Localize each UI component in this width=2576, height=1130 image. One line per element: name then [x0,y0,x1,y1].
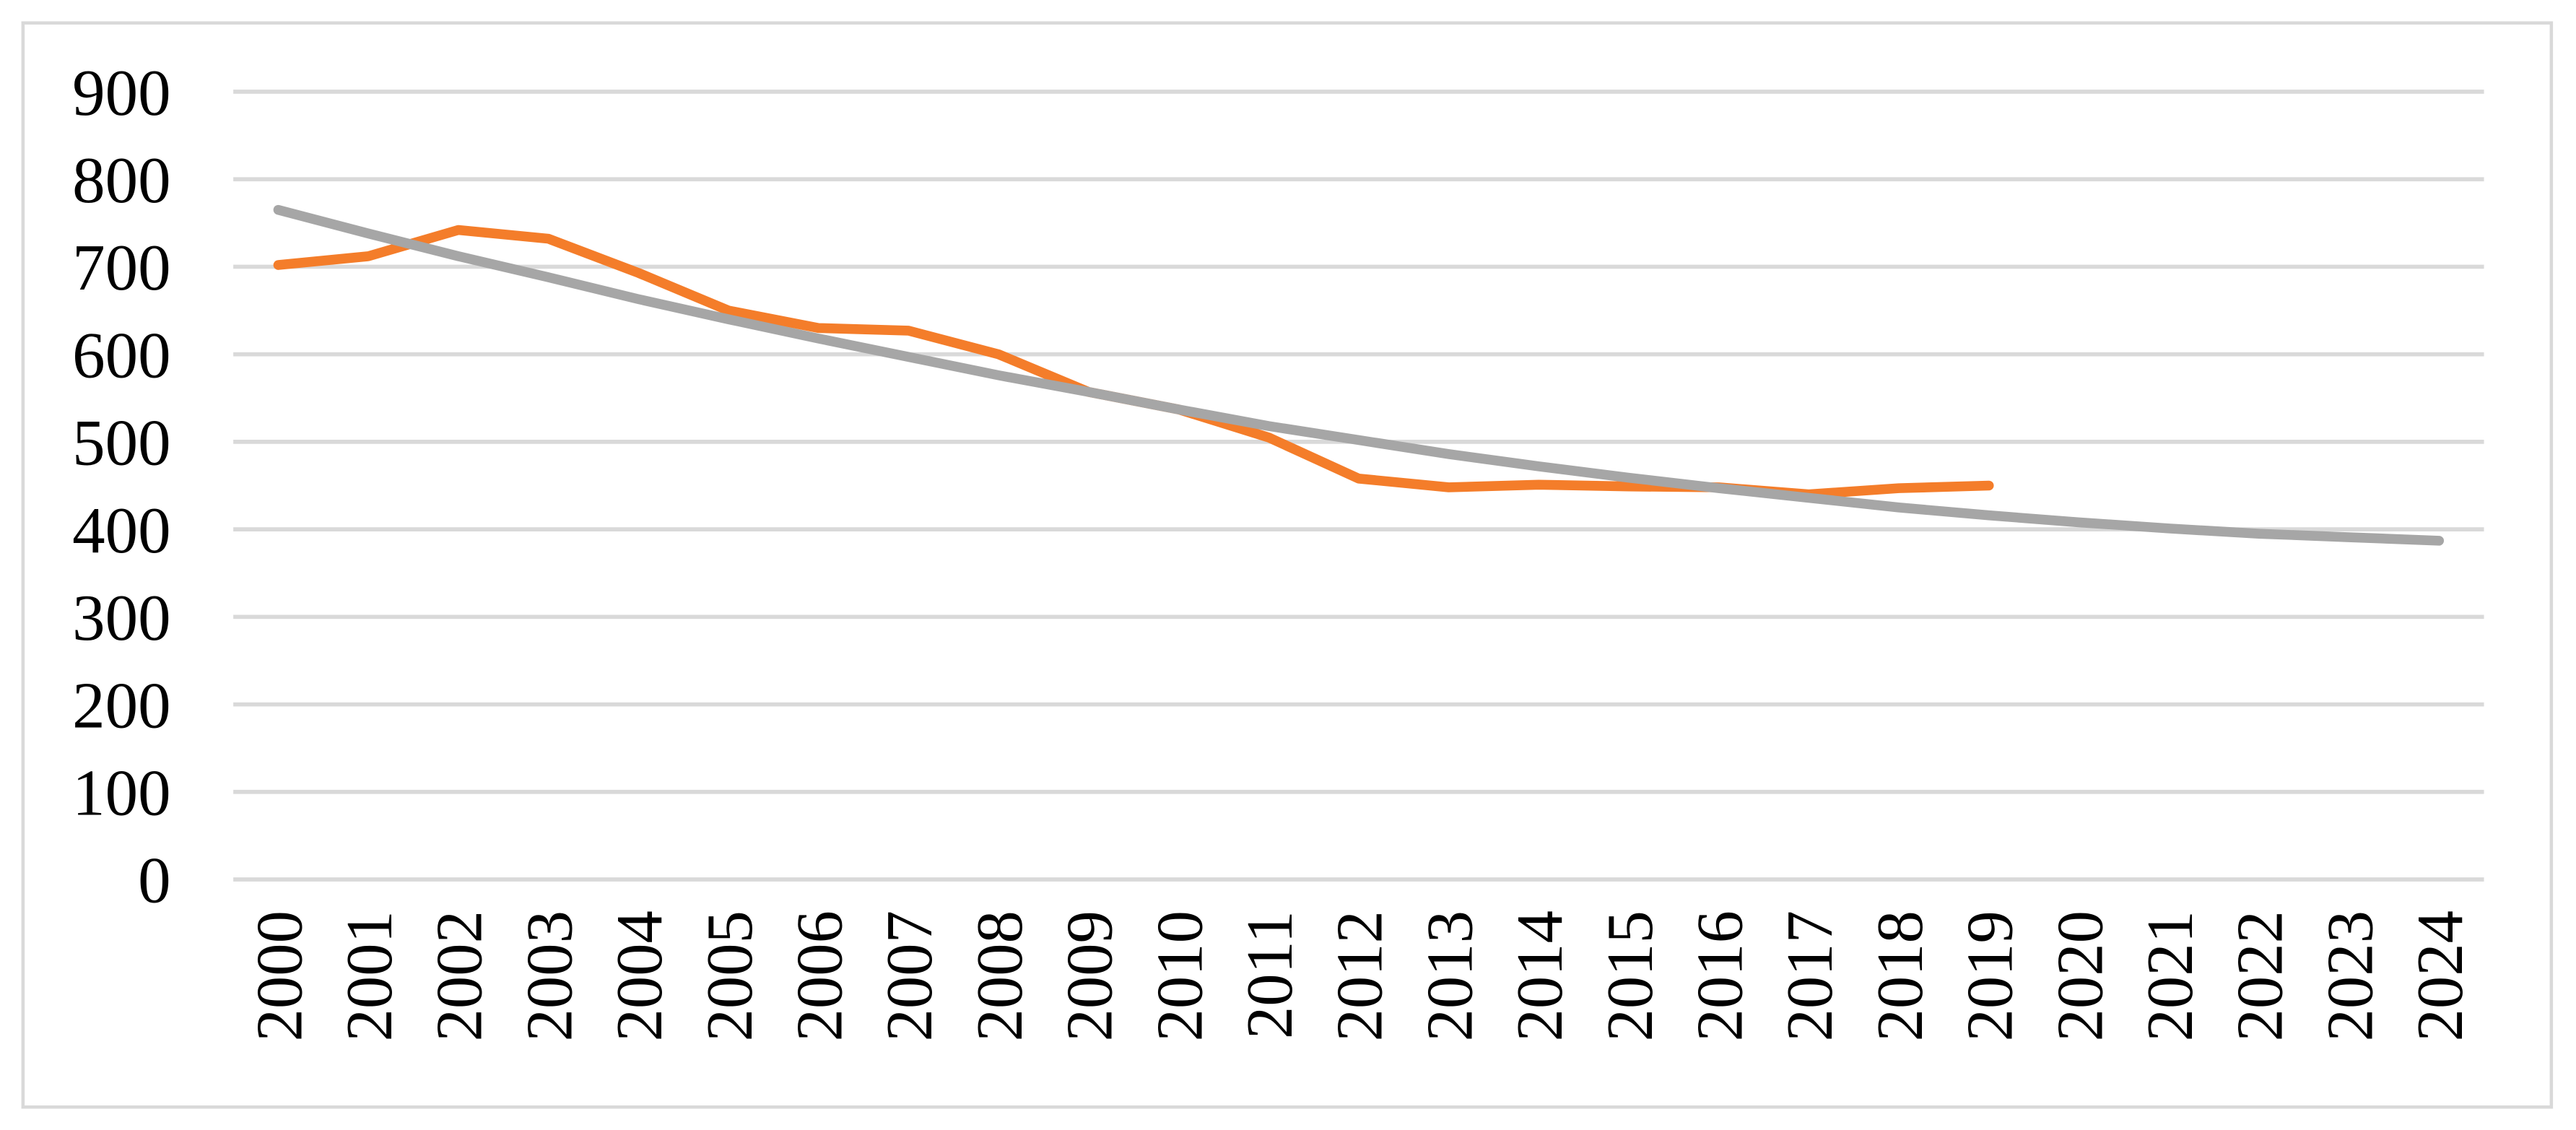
y-tick-label: 100 [72,757,171,830]
y-tick-label: 800 [72,144,171,217]
x-tick-label: 2004 [603,910,676,1041]
x-tick-label: 2011 [1233,910,1306,1039]
x-tick-label: 2012 [1323,910,1396,1041]
x-tick-label: 2018 [1863,910,1936,1041]
x-tick-label: 2002 [423,910,496,1041]
x-tick-label: 2010 [1143,910,1216,1041]
line-series [273,204,2445,546]
y-tick-label: 900 [72,56,171,129]
x-tick-label: 2003 [513,910,586,1041]
x-tick-label: 2007 [873,910,946,1041]
x-tick-label: 2005 [693,910,766,1041]
y-tick-label: 300 [72,581,171,654]
x-tick-label: 2020 [2043,910,2116,1041]
y-tick-label: 200 [72,669,171,742]
x-tick-label: 2022 [2224,910,2297,1041]
x-tick-label: 2019 [1953,910,2026,1041]
x-tick-label: 2016 [1683,910,1756,1041]
x-tick-label: 2024 [2403,910,2476,1041]
x-tick-label: 2001 [333,910,406,1041]
x-tick-label: 2015 [1593,910,1666,1041]
x-tick-label: 2006 [783,910,856,1041]
y-tick-label: 500 [72,407,171,479]
x-tick-label: 2021 [2133,910,2206,1041]
y-tick-label: 400 [72,494,171,567]
x-tick-label: 2009 [1053,910,1126,1041]
x-tick-label: 2013 [1413,910,1486,1041]
chart-border [21,21,2554,1109]
x-tick-label: 2014 [1503,910,1576,1041]
x-tick-label: 2017 [1773,910,1846,1041]
x-tick-label: 2023 [2313,910,2386,1041]
y-tick-label: 600 [72,319,171,392]
y-tick-label: 700 [72,231,171,304]
x-tick-label: 2000 [243,910,316,1041]
y-tick-label: 0 [138,844,171,917]
x-tick-label: 2008 [963,910,1036,1041]
